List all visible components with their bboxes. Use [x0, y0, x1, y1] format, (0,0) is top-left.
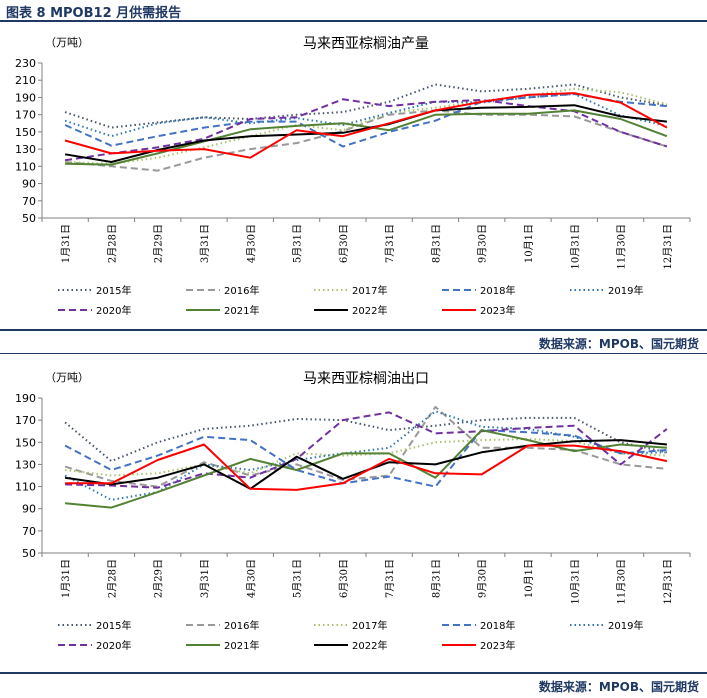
y-tick-label: 110 — [15, 481, 36, 494]
x-tick-label: 9月30日 — [477, 559, 489, 598]
y-tick-label: 70 — [22, 195, 36, 208]
x-tick-label: 10月31日 — [569, 224, 581, 269]
series-line-2021 — [65, 109, 668, 166]
x-tick-label: 12月31日 — [662, 559, 674, 604]
series-line-2018 — [64, 429, 667, 488]
legend-label-2019: 2019年 — [608, 619, 643, 632]
x-tick-label: 3月31日 — [199, 224, 211, 263]
x-tick-label: 4月30日 — [245, 224, 257, 263]
chart-title: 马来西亚棕榈油产量 — [303, 36, 429, 52]
export-chart: 马来西亚棕榈油出口 （万吨） 50 70 90 110 130 150 170 190 1月31日 2… — [15, 371, 691, 652]
y-tick-label: 130 — [15, 143, 36, 156]
legend-label-2016: 2016年 — [224, 284, 259, 297]
x-tick-label: 1月31日 — [60, 224, 72, 263]
series-line-2022 — [64, 104, 668, 163]
series-line-2020 — [65, 411, 668, 489]
x-tick-label: 2月29日 — [153, 559, 165, 598]
legend-label-2021: 2021年 — [224, 304, 259, 317]
y-unit-label: （万吨） — [45, 371, 89, 384]
y-tick-label: 170 — [15, 109, 36, 122]
legend-label-2022: 2022年 — [352, 304, 387, 317]
series-line-2019 — [64, 410, 667, 501]
series-line-2017 — [65, 87, 668, 165]
y-tick-label: 90 — [22, 178, 36, 191]
chart-title: 马来西亚棕榈油出口 — [303, 371, 429, 387]
y-tick-label: 50 — [22, 547, 36, 560]
x-tick-label: 7月31日 — [384, 559, 396, 598]
x-tick-label: 10月31日 — [569, 559, 581, 604]
y-tick-label: 230 — [15, 57, 36, 70]
source-rule-1b — [0, 353, 707, 354]
legend-label-2015: 2015年 — [96, 619, 131, 632]
legend-label-2019: 2019年 — [608, 284, 643, 297]
legend-label-2021: 2021年 — [224, 639, 259, 652]
x-tick-label: 6月30日 — [338, 559, 350, 598]
y-tick-label: 50 — [22, 212, 36, 225]
x-tick-label: 9月30日 — [477, 224, 489, 263]
header-rule — [0, 20, 707, 22]
legend-label-2015: 2015年 — [96, 284, 131, 297]
x-tick-label: 4月30日 — [245, 559, 257, 598]
x-tick-label: 6月30日 — [338, 224, 350, 263]
legend-label-2016: 2016年 — [224, 619, 259, 632]
legend-label-2020: 2020年 — [96, 304, 131, 317]
x-tick-label: 10月1日 — [523, 559, 535, 598]
source-rule-1 — [0, 329, 707, 331]
series-line-2018 — [64, 93, 667, 148]
series-line-2015 — [64, 83, 668, 129]
series-line-2022 — [64, 439, 667, 490]
legend-label-2023: 2023年 — [480, 639, 515, 652]
source-text-1: 数据来源：MPOB、国元期货 — [538, 337, 699, 351]
y-tick-label: 130 — [15, 458, 36, 471]
x-tick-label: 5月31日 — [292, 224, 304, 263]
x-tick-label: 3月31日 — [199, 559, 211, 598]
x-tick-label: 1月31日 — [60, 559, 72, 598]
series-line-2017 — [64, 438, 667, 477]
x-tick-label: 8月31日 — [430, 224, 442, 263]
legend-label-2022: 2022年 — [352, 639, 387, 652]
y-tick-label: 110 — [15, 160, 36, 173]
x-tick-label: 11月30日 — [616, 224, 628, 269]
legend-label-2017: 2017年 — [352, 284, 387, 297]
y-tick-label: 150 — [15, 436, 36, 449]
x-tick-label: 11月30日 — [616, 559, 628, 604]
x-tick-label: 2月29日 — [153, 224, 165, 263]
x-tick-label: 7月31日 — [384, 224, 396, 263]
x-tick-label: 12月31日 — [662, 224, 674, 269]
legend-label-2017: 2017年 — [352, 619, 387, 632]
x-tick-label: 8月31日 — [430, 559, 442, 598]
y-tick-label: 190 — [15, 91, 36, 104]
figure-header: 图表 8 MPOB12 月供需报告 — [0, 0, 707, 22]
y-tick-label: 90 — [22, 503, 36, 516]
legend-label-2018: 2018年 — [480, 284, 515, 297]
legend-label-2020: 2020年 — [96, 639, 131, 652]
series-line-2023 — [65, 443, 668, 491]
x-tick-label: 2月28日 — [106, 224, 118, 263]
y-tick-label: 150 — [15, 126, 36, 139]
series-line-2016 — [65, 109, 668, 172]
legend-label-2023: 2023年 — [480, 304, 515, 317]
y-unit-label: （万吨） — [45, 36, 89, 49]
y-tick-label: 170 — [15, 414, 36, 427]
production-chart: 马来西亚棕榈油产量 （万吨） 50 70 90 110 130 150 170 190 210 230… — [15, 36, 691, 317]
series-line-2021 — [65, 429, 667, 509]
y-tick-label: 70 — [22, 525, 36, 538]
x-tick-label: 5月31日 — [292, 559, 304, 598]
x-tick-label: 2月28日 — [106, 559, 118, 598]
series-line-2019 — [64, 93, 668, 138]
y-tick-label: 190 — [15, 392, 36, 405]
series-line-2015 — [64, 416, 668, 463]
legend-label-2018: 2018年 — [480, 619, 515, 632]
figure-title: 图表 8 MPOB12 月供需报告 — [6, 6, 182, 21]
source-rule-2 — [0, 672, 707, 674]
series-line-2023 — [64, 92, 668, 159]
y-tick-label: 210 — [15, 74, 36, 87]
x-tick-label: 10月1日 — [523, 224, 535, 263]
source-text-2: 数据来源：MPOB、国元期货 — [538, 680, 699, 694]
